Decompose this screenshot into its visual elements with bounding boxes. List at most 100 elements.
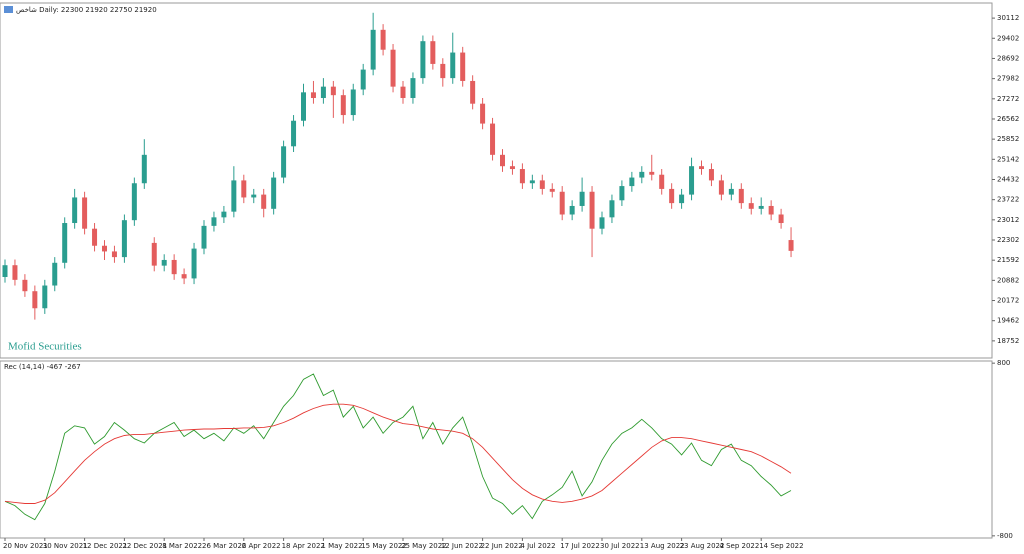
candle-body: [360, 69, 366, 90]
y-tick-label: 800: [997, 359, 1010, 367]
y-tick-label: 18752: [997, 337, 1019, 345]
candle-body: [281, 146, 287, 178]
candle-body: [589, 191, 595, 229]
candle-body: [72, 197, 78, 224]
x-tick-label: 22 Jun 2022: [481, 542, 523, 550]
candle-body: [679, 194, 685, 204]
y-tick-label: 26562: [997, 115, 1019, 123]
candle-body: [420, 41, 426, 79]
x-tick-label: 25 May 2022: [401, 542, 447, 550]
y-tick-label: 20172: [997, 297, 1019, 305]
candle-body: [191, 248, 197, 279]
x-tick-label: 18 Apr 2022: [282, 542, 325, 550]
x-tick-label: 12 Dec 2021: [83, 542, 128, 550]
indicator-title: Rec (14,14) -467 -267: [4, 363, 81, 371]
candle-body: [32, 291, 38, 309]
y-tick-label: 27982: [997, 75, 1019, 83]
indicator-line: [4, 403, 792, 504]
candle-body: [440, 63, 446, 79]
candle-body: [659, 174, 665, 189]
candle-body: [340, 95, 346, 116]
y-tick-label: 29402: [997, 34, 1019, 42]
candle-body: [211, 217, 217, 226]
candle-body: [52, 262, 58, 286]
candle-body: [92, 228, 98, 246]
candle-body: [241, 180, 247, 198]
y-tick-label: 27272: [997, 95, 1019, 103]
candle-body: [639, 171, 645, 178]
x-tick-label: 20 Nov 2021: [3, 542, 48, 550]
y-tick-label: 30112: [997, 14, 1019, 22]
candle-body: [609, 200, 615, 218]
candle-body: [171, 259, 177, 275]
x-tick-label: 1 May 2022: [321, 542, 362, 550]
x-tick-label: 14 Sep 2022: [759, 542, 803, 550]
candle-body: [689, 166, 695, 195]
x-tick-label: 4 Sep 2022: [719, 542, 759, 550]
candle-body: [519, 169, 525, 184]
candle-body: [410, 78, 416, 99]
candle-body: [221, 211, 227, 218]
chart-icon: [4, 6, 13, 13]
y-tick-label: 28692: [997, 54, 1019, 62]
candle-body: [718, 180, 724, 195]
x-tick-label: 6 Apr 2022: [242, 542, 281, 550]
candle-body: [768, 205, 774, 215]
candle-body: [579, 191, 585, 206]
x-tick-label: 12 Jun 2022: [441, 542, 483, 550]
candle-body: [102, 245, 107, 252]
candle-body: [181, 274, 187, 279]
watermark: Mofid Securities: [8, 341, 82, 353]
candle-body: [350, 89, 356, 116]
candle-body: [490, 123, 496, 155]
x-tick-label: 13 Aug 2022: [640, 542, 685, 550]
candle-body: [788, 240, 794, 251]
candle-body: [320, 86, 326, 99]
candle-body: [291, 120, 297, 147]
x-tick-label: 4 Jul 2022: [520, 542, 555, 550]
indicator-panel: [0, 360, 993, 539]
candle-body: [390, 49, 396, 87]
candle-body: [649, 171, 655, 175]
candle-body: [559, 191, 565, 215]
candle-body: [151, 242, 157, 266]
candle-body: [62, 223, 68, 263]
y-tick-label: 23012: [997, 216, 1019, 224]
candle-body: [310, 92, 316, 99]
candle-body: [271, 177, 277, 209]
candle-body: [42, 285, 48, 309]
y-tick-label: 25142: [997, 155, 1019, 163]
candle-body: [380, 29, 386, 50]
chart-title: شاخص Daily: 22300 21920 22750 21920: [16, 6, 157, 14]
x-tick-label: 26 Mar 2022: [202, 542, 246, 550]
candle-body: [161, 259, 167, 266]
y-tick-label: -800: [997, 532, 1013, 540]
y-tick-label: 22302: [997, 236, 1019, 244]
y-tick-label: 19462: [997, 317, 1019, 325]
candle-body: [529, 180, 535, 184]
candle-body: [669, 188, 675, 204]
candle-body: [201, 225, 207, 249]
candle-body: [758, 205, 764, 209]
x-tick-label: 15 May 2022: [361, 542, 407, 550]
candle-body: [430, 41, 436, 64]
candle-body: [2, 265, 8, 277]
candle-body: [460, 52, 466, 81]
y-tick-label: 24432: [997, 175, 1019, 183]
candle-body: [738, 188, 744, 204]
candle-body: [629, 177, 635, 187]
candle-body: [22, 279, 28, 292]
candle-body: [12, 265, 18, 280]
candle-body: [121, 220, 127, 258]
candle-body: [748, 203, 754, 209]
y-tick-label: 25852: [997, 135, 1019, 143]
candle-body: [728, 188, 734, 195]
candle-body: [111, 251, 117, 258]
candle-body: [599, 217, 605, 229]
x-tick-label: 23 Aug 2022: [680, 542, 725, 550]
main-panel: [0, 2, 993, 359]
candle-body: [131, 183, 137, 221]
candle-body: [500, 154, 505, 167]
candle-body: [330, 86, 336, 96]
